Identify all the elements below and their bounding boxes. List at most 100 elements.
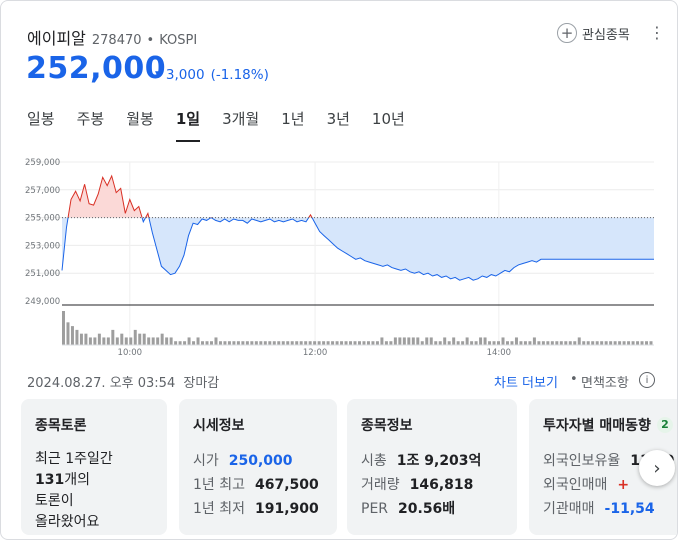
down-triangle-icon: ▼ — [155, 70, 162, 80]
next-panels-button[interactable]: › — [639, 450, 675, 486]
volume-bar — [622, 341, 626, 345]
area-above-reference — [68, 175, 313, 218]
price-chart[interactable]: 259,000 257,000 255,000 253,000 251,000 249,0… — [1, 149, 678, 361]
volume-bar — [591, 341, 595, 345]
stock-header: 에이피알 278470 • KOSPI — [27, 25, 197, 49]
volume-bar — [322, 341, 326, 345]
volume-bar — [488, 341, 492, 345]
volume-bar — [366, 341, 370, 345]
volume-bar — [353, 341, 357, 345]
volume-bar — [429, 337, 433, 345]
volume-bar — [340, 341, 344, 345]
volume-bar — [263, 341, 267, 345]
current-price: 252,000 — [26, 51, 167, 86]
discussion-line4: 올라왔어요 — [35, 514, 100, 530]
info-circle-icon[interactable]: i — [639, 372, 655, 388]
discussion-count: 131 — [35, 472, 65, 488]
more-chart-link[interactable]: 차트 더보기 — [494, 376, 558, 391]
tab-monthly[interactable]: 월봉 — [126, 110, 154, 128]
stock-info-panel[interactable]: 종목정보 시총 1조 9,203억 거래량 146,818 PER 20.56배 — [347, 399, 517, 535]
volume-bar — [111, 329, 115, 345]
volume-bar — [519, 341, 523, 345]
volume-bar — [631, 341, 635, 345]
tab-weekly[interactable]: 주봉 — [76, 110, 105, 128]
volume-bar — [604, 341, 608, 345]
row-label: 시총 — [361, 453, 387, 469]
volume-bar — [523, 341, 527, 345]
volume-bar — [106, 337, 110, 345]
volume-bar — [411, 337, 415, 345]
volume-bar — [474, 341, 478, 345]
vertical-dots-icon[interactable]: ⋮ — [649, 23, 665, 42]
volume-bar — [425, 337, 429, 345]
volume-bar — [304, 341, 308, 345]
stock-info-title: 종목정보 — [361, 418, 413, 434]
volume-bar — [443, 337, 447, 345]
volume-bar — [506, 341, 509, 345]
add-watchlist-button[interactable]: + 관심종목 — [557, 23, 630, 43]
investor-row-institution-trade: 기관매매 -11,54 — [543, 497, 675, 521]
volume-bar — [461, 341, 465, 345]
volume-bar — [62, 311, 65, 345]
tab-3month[interactable]: 3개월 — [222, 110, 260, 128]
volume-bar — [393, 337, 397, 345]
volume-bar — [649, 341, 653, 345]
volume-bar — [102, 337, 106, 345]
volume-bar — [196, 337, 200, 345]
timestamp: 2024.08.27. 오후 03:54 장마감 — [27, 372, 219, 391]
volume-bar — [308, 341, 312, 345]
tab-1year[interactable]: 1년 — [281, 110, 305, 128]
volume-bar — [645, 341, 649, 345]
timestamp-text: 2024.08.27. 오후 03:54 — [27, 376, 176, 391]
stock-name[interactable]: 에이피알 — [27, 29, 86, 48]
tab-3year[interactable]: 3년 — [326, 110, 350, 128]
row-label: 1년 최저 — [193, 501, 245, 517]
volume-bar — [236, 341, 240, 345]
x-tick-label: 14:00 — [487, 348, 512, 358]
disclaimer-link[interactable]: 면책조항 — [581, 376, 629, 391]
volume-bar — [88, 337, 92, 345]
volume-bar — [349, 341, 353, 345]
price-change: ▼ 3,000 (-1.18%) — [155, 67, 269, 83]
row-label: 거래량 — [361, 477, 400, 493]
row-label: PER — [361, 501, 389, 517]
volume-bar — [384, 341, 388, 345]
volume-bar — [582, 341, 586, 345]
tab-daily[interactable]: 일봉 — [27, 110, 55, 128]
quote-info-panel[interactable]: 시세정보 시가 250,000 1년 최고 467,500 1년 최저 191,… — [179, 399, 337, 535]
price-line-down — [61, 217, 654, 281]
volume-bar — [232, 341, 236, 345]
volume-bar — [344, 341, 348, 345]
volume-bar — [375, 341, 379, 345]
tab-1day[interactable]: 1일 — [175, 108, 201, 142]
volume-bar — [160, 333, 164, 345]
volume-bar — [438, 341, 442, 345]
volume-bar — [573, 341, 577, 345]
volume-bar — [147, 337, 151, 345]
link-separator: • — [570, 372, 578, 387]
volume-bar — [510, 341, 514, 345]
volume-bar — [183, 341, 187, 345]
volume-bar — [568, 341, 572, 345]
row-label: 외국인보유율 — [543, 453, 621, 469]
volume-bar — [479, 337, 483, 345]
quote-row-52w-low: 1년 최저 191,900 — [193, 497, 323, 521]
volume-bar — [550, 341, 554, 345]
volume-bar — [613, 341, 617, 345]
y-tick-label: 259,000 — [25, 158, 60, 168]
y-tick-label: 253,000 — [25, 241, 60, 251]
volume-bar — [640, 341, 644, 345]
volume-bar — [528, 341, 532, 345]
tab-10year[interactable]: 10년 — [371, 110, 405, 128]
volume-bar — [218, 341, 222, 345]
volume-bar — [133, 329, 137, 345]
volume-bar — [402, 337, 406, 345]
volume-bar — [483, 337, 487, 345]
watchlist-label: 관심종목 — [582, 27, 630, 43]
volume-bar — [281, 341, 285, 345]
volume-bar — [259, 341, 263, 345]
volume-bar — [268, 341, 272, 345]
volume-bar — [70, 326, 74, 345]
volume-bar — [541, 341, 545, 345]
discussion-panel[interactable]: 종목토론 최근 1주일간 131개의 토론이 올라왔어요 — [21, 399, 167, 535]
